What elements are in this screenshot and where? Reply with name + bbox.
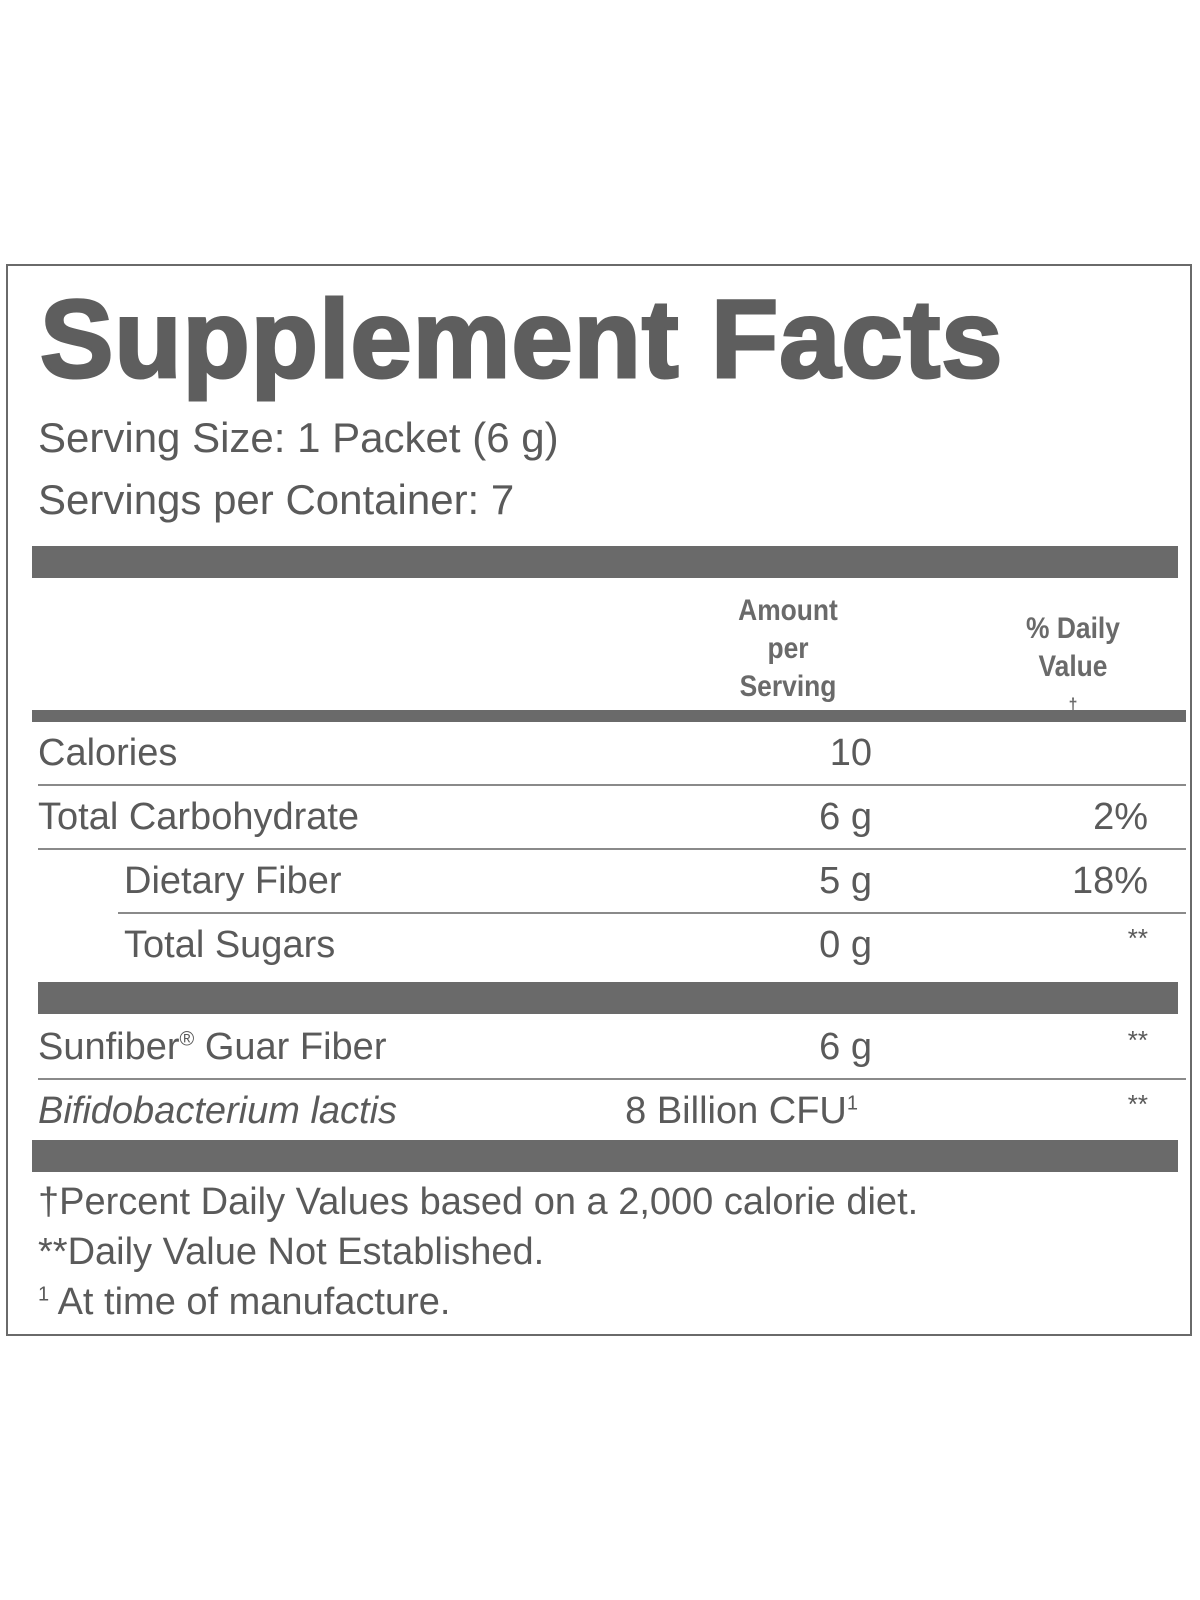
ingredient-row-bifidobacterium: Bifidobacterium lactis 8 Billion CFU1 ** bbox=[8, 1080, 1194, 1142]
nutrient-name: Total Carbohydrate bbox=[38, 796, 360, 838]
dv-header-line1: % Daily bbox=[1026, 612, 1120, 645]
supplement-facts-panel: Supplement Facts Serving Size: 1 Packet … bbox=[6, 264, 1192, 1336]
amount-header-line2: per bbox=[767, 632, 809, 665]
ingredient-dv: ** bbox=[1127, 1089, 1148, 1119]
dv-header-value: Value bbox=[1038, 650, 1108, 683]
ingredient-name-brand: Sunfiber bbox=[38, 1026, 180, 1068]
nutrient-amount: 6 g bbox=[819, 796, 872, 838]
nutrient-dv: 18% bbox=[1071, 860, 1148, 902]
ingredient-name: Bifidobacterium lactis bbox=[38, 1090, 398, 1132]
nutrient-dv: ** bbox=[1127, 923, 1148, 953]
ingredient-amount: 6 g bbox=[819, 1026, 872, 1068]
medium-divider bbox=[32, 710, 1186, 722]
amount-per-serving-header: Amount per Serving bbox=[709, 592, 867, 706]
amount-header-line1: Amount bbox=[738, 594, 838, 627]
footnote-dagger: †Percent Daily Values based on a 2,000 c… bbox=[38, 1181, 919, 1223]
nutrient-name: Total Sugars bbox=[124, 924, 336, 966]
ingredient-name: Sunfiber® Guar Fiber bbox=[38, 1016, 386, 1078]
ingredient-amount-value: 8 Billion CFU bbox=[625, 1090, 847, 1132]
serving-size: Serving Size: 1 Packet (6 g) bbox=[38, 414, 559, 461]
amount-header-line3: Serving bbox=[739, 670, 837, 703]
row-rule bbox=[38, 784, 1186, 786]
daily-value-header: % Daily Value † bbox=[998, 610, 1148, 724]
thick-divider-middle bbox=[38, 982, 1178, 1014]
nutrient-dv: 2% bbox=[1093, 796, 1148, 838]
footnote-manufacture: 1 At time of manufacture. bbox=[38, 1278, 450, 1326]
thick-divider-bottom bbox=[32, 1140, 1178, 1172]
footnote-stars: **Daily Value Not Established. bbox=[38, 1231, 545, 1273]
footnote-one-mark: 1 bbox=[38, 1283, 50, 1306]
footnote-one-text: At time of manufacture. bbox=[49, 1281, 451, 1323]
servings-per-container: Servings per Container: 7 bbox=[38, 476, 515, 523]
nutrient-row-dietary-fiber: Dietary Fiber 5 g 18% bbox=[8, 850, 1194, 912]
dv-header-line2: Value † bbox=[998, 648, 1148, 724]
row-rule bbox=[38, 848, 1186, 850]
ingredient-name-rest: Guar Fiber bbox=[194, 1026, 387, 1068]
ingredient-amount: 8 Billion CFU1 bbox=[625, 1080, 858, 1142]
nutrient-amount: 5 g bbox=[819, 860, 872, 902]
ingredient-dv: ** bbox=[1127, 1025, 1148, 1055]
registered-mark: ® bbox=[179, 1028, 195, 1051]
nutrient-amount: 0 g bbox=[819, 924, 872, 966]
row-rule bbox=[38, 1078, 1186, 1080]
nutrient-row-calories: Calories 10 bbox=[8, 722, 1194, 784]
nutrient-name: Calories bbox=[38, 732, 178, 774]
nutrient-row-total-sugars: Total Sugars 0 g ** bbox=[8, 914, 1194, 976]
nutrient-row-total-carbohydrate: Total Carbohydrate 6 g 2% bbox=[8, 786, 1194, 848]
ingredient-row-sunfiber: Sunfiber® Guar Fiber 6 g ** bbox=[8, 1016, 1194, 1078]
row-rule bbox=[118, 912, 1186, 914]
footnote-mark: 1 bbox=[846, 1092, 858, 1115]
nutrient-amount: 10 bbox=[829, 732, 872, 774]
label-title: Supplement Facts bbox=[38, 278, 1004, 401]
thick-divider-top bbox=[32, 546, 1178, 578]
dv-header-dagger: † bbox=[1068, 695, 1078, 715]
nutrient-name: Dietary Fiber bbox=[124, 860, 342, 902]
